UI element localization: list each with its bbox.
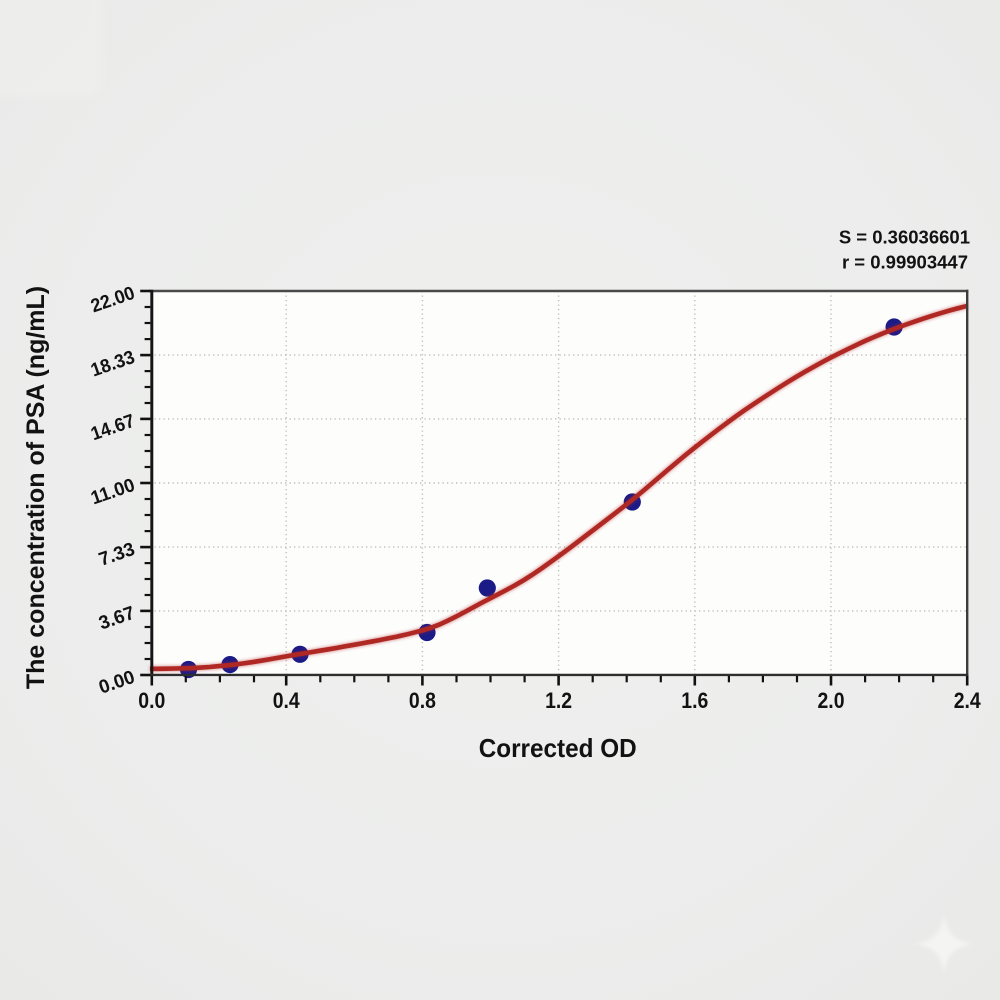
svg-text:S = 0.36036601: S = 0.36036601: [839, 227, 970, 248]
svg-text:2.0: 2.0: [818, 688, 845, 713]
svg-text:The concentration of PSA (ng/m: The concentration of PSA (ng/mL): [22, 286, 50, 689]
svg-text:0.8: 0.8: [409, 688, 436, 713]
svg-text:1.6: 1.6: [681, 688, 708, 713]
svg-text:1.2: 1.2: [545, 688, 572, 713]
svg-text:0.0: 0.0: [138, 688, 165, 713]
svg-text:0.4: 0.4: [273, 688, 301, 713]
svg-text:r = 0.99903447: r = 0.99903447: [842, 252, 968, 273]
svg-text:Corrected OD: Corrected OD: [479, 733, 637, 763]
svg-text:2.4: 2.4: [954, 688, 982, 713]
